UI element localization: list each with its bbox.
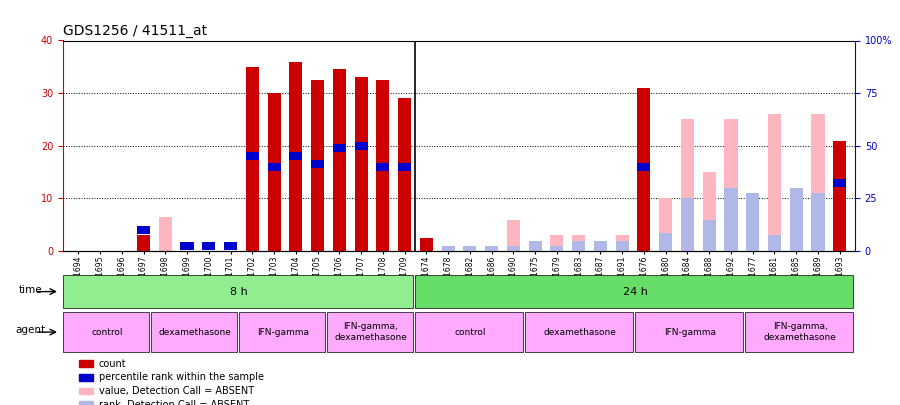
Text: IFN-gamma,
dexamethasone: IFN-gamma, dexamethasone xyxy=(763,322,836,342)
Bar xyxy=(398,163,411,171)
Bar xyxy=(681,198,694,251)
Bar xyxy=(507,246,520,251)
Bar xyxy=(442,246,454,251)
FancyBboxPatch shape xyxy=(327,312,413,352)
Bar xyxy=(464,246,476,251)
FancyBboxPatch shape xyxy=(525,312,633,352)
Bar xyxy=(333,145,346,152)
Bar xyxy=(333,70,346,251)
Bar xyxy=(572,235,585,251)
Text: rank, Detection Call = ABSENT: rank, Detection Call = ABSENT xyxy=(99,399,249,405)
Text: IFN-gamma,
dexamethasone: IFN-gamma, dexamethasone xyxy=(335,322,408,342)
Bar xyxy=(79,360,93,367)
Bar xyxy=(246,67,259,251)
Bar xyxy=(616,235,629,251)
Bar xyxy=(137,235,150,251)
Text: agent: agent xyxy=(16,325,46,335)
Text: IFN-gamma: IFN-gamma xyxy=(664,328,716,337)
FancyBboxPatch shape xyxy=(151,312,237,352)
Text: percentile rank within the sample: percentile rank within the sample xyxy=(99,372,264,382)
Bar xyxy=(158,217,172,251)
Bar xyxy=(181,242,194,250)
Text: 8 h: 8 h xyxy=(230,287,248,296)
Bar xyxy=(419,246,433,251)
Bar xyxy=(637,163,651,171)
Bar xyxy=(833,141,846,251)
Bar xyxy=(789,188,803,251)
Bar xyxy=(703,220,716,251)
Bar xyxy=(616,241,629,251)
Text: dexamethasone: dexamethasone xyxy=(158,328,231,337)
FancyBboxPatch shape xyxy=(63,312,148,352)
Bar xyxy=(224,242,237,250)
Text: IFN-gamma: IFN-gamma xyxy=(257,328,309,337)
Bar xyxy=(289,62,302,251)
Bar xyxy=(768,114,781,251)
Bar xyxy=(572,241,585,251)
Bar xyxy=(137,226,150,234)
Bar xyxy=(528,241,542,251)
Bar xyxy=(703,172,716,251)
Bar xyxy=(267,93,281,251)
Bar xyxy=(637,88,651,251)
Bar xyxy=(789,235,803,251)
Bar xyxy=(551,246,563,251)
FancyBboxPatch shape xyxy=(415,275,853,308)
Bar xyxy=(79,401,93,405)
Bar xyxy=(724,119,737,251)
Text: 24 h: 24 h xyxy=(623,287,647,296)
Bar xyxy=(398,243,411,251)
Bar xyxy=(485,246,499,251)
Bar xyxy=(355,142,367,150)
Bar xyxy=(507,220,520,251)
Bar xyxy=(376,163,390,171)
Text: time: time xyxy=(19,285,42,295)
Bar xyxy=(79,388,93,394)
FancyBboxPatch shape xyxy=(635,312,742,352)
Text: control: control xyxy=(454,328,486,337)
FancyBboxPatch shape xyxy=(63,275,413,308)
FancyBboxPatch shape xyxy=(415,312,523,352)
Text: dexamethasone: dexamethasone xyxy=(544,328,617,337)
Text: GDS1256 / 41511_at: GDS1256 / 41511_at xyxy=(63,24,207,38)
Bar xyxy=(355,77,367,251)
Bar xyxy=(289,152,302,160)
Bar xyxy=(311,160,324,168)
Bar xyxy=(246,152,259,160)
Bar xyxy=(267,163,281,171)
Bar xyxy=(724,188,737,251)
Text: count: count xyxy=(99,359,126,369)
Bar xyxy=(812,193,824,251)
Bar xyxy=(376,80,390,251)
Bar xyxy=(746,193,760,251)
Bar xyxy=(311,80,324,251)
Bar xyxy=(659,232,672,251)
Bar xyxy=(681,119,694,251)
Bar xyxy=(659,198,672,251)
Bar xyxy=(419,238,433,251)
FancyBboxPatch shape xyxy=(239,312,325,352)
Text: value, Detection Call = ABSENT: value, Detection Call = ABSENT xyxy=(99,386,254,396)
Text: control: control xyxy=(91,328,122,337)
Bar xyxy=(768,235,781,251)
Bar xyxy=(594,241,607,251)
Bar xyxy=(812,114,824,251)
FancyBboxPatch shape xyxy=(745,312,853,352)
Bar xyxy=(202,242,215,250)
Bar xyxy=(398,98,411,251)
Bar xyxy=(833,179,846,187)
Bar xyxy=(551,235,563,251)
Bar xyxy=(79,374,93,381)
